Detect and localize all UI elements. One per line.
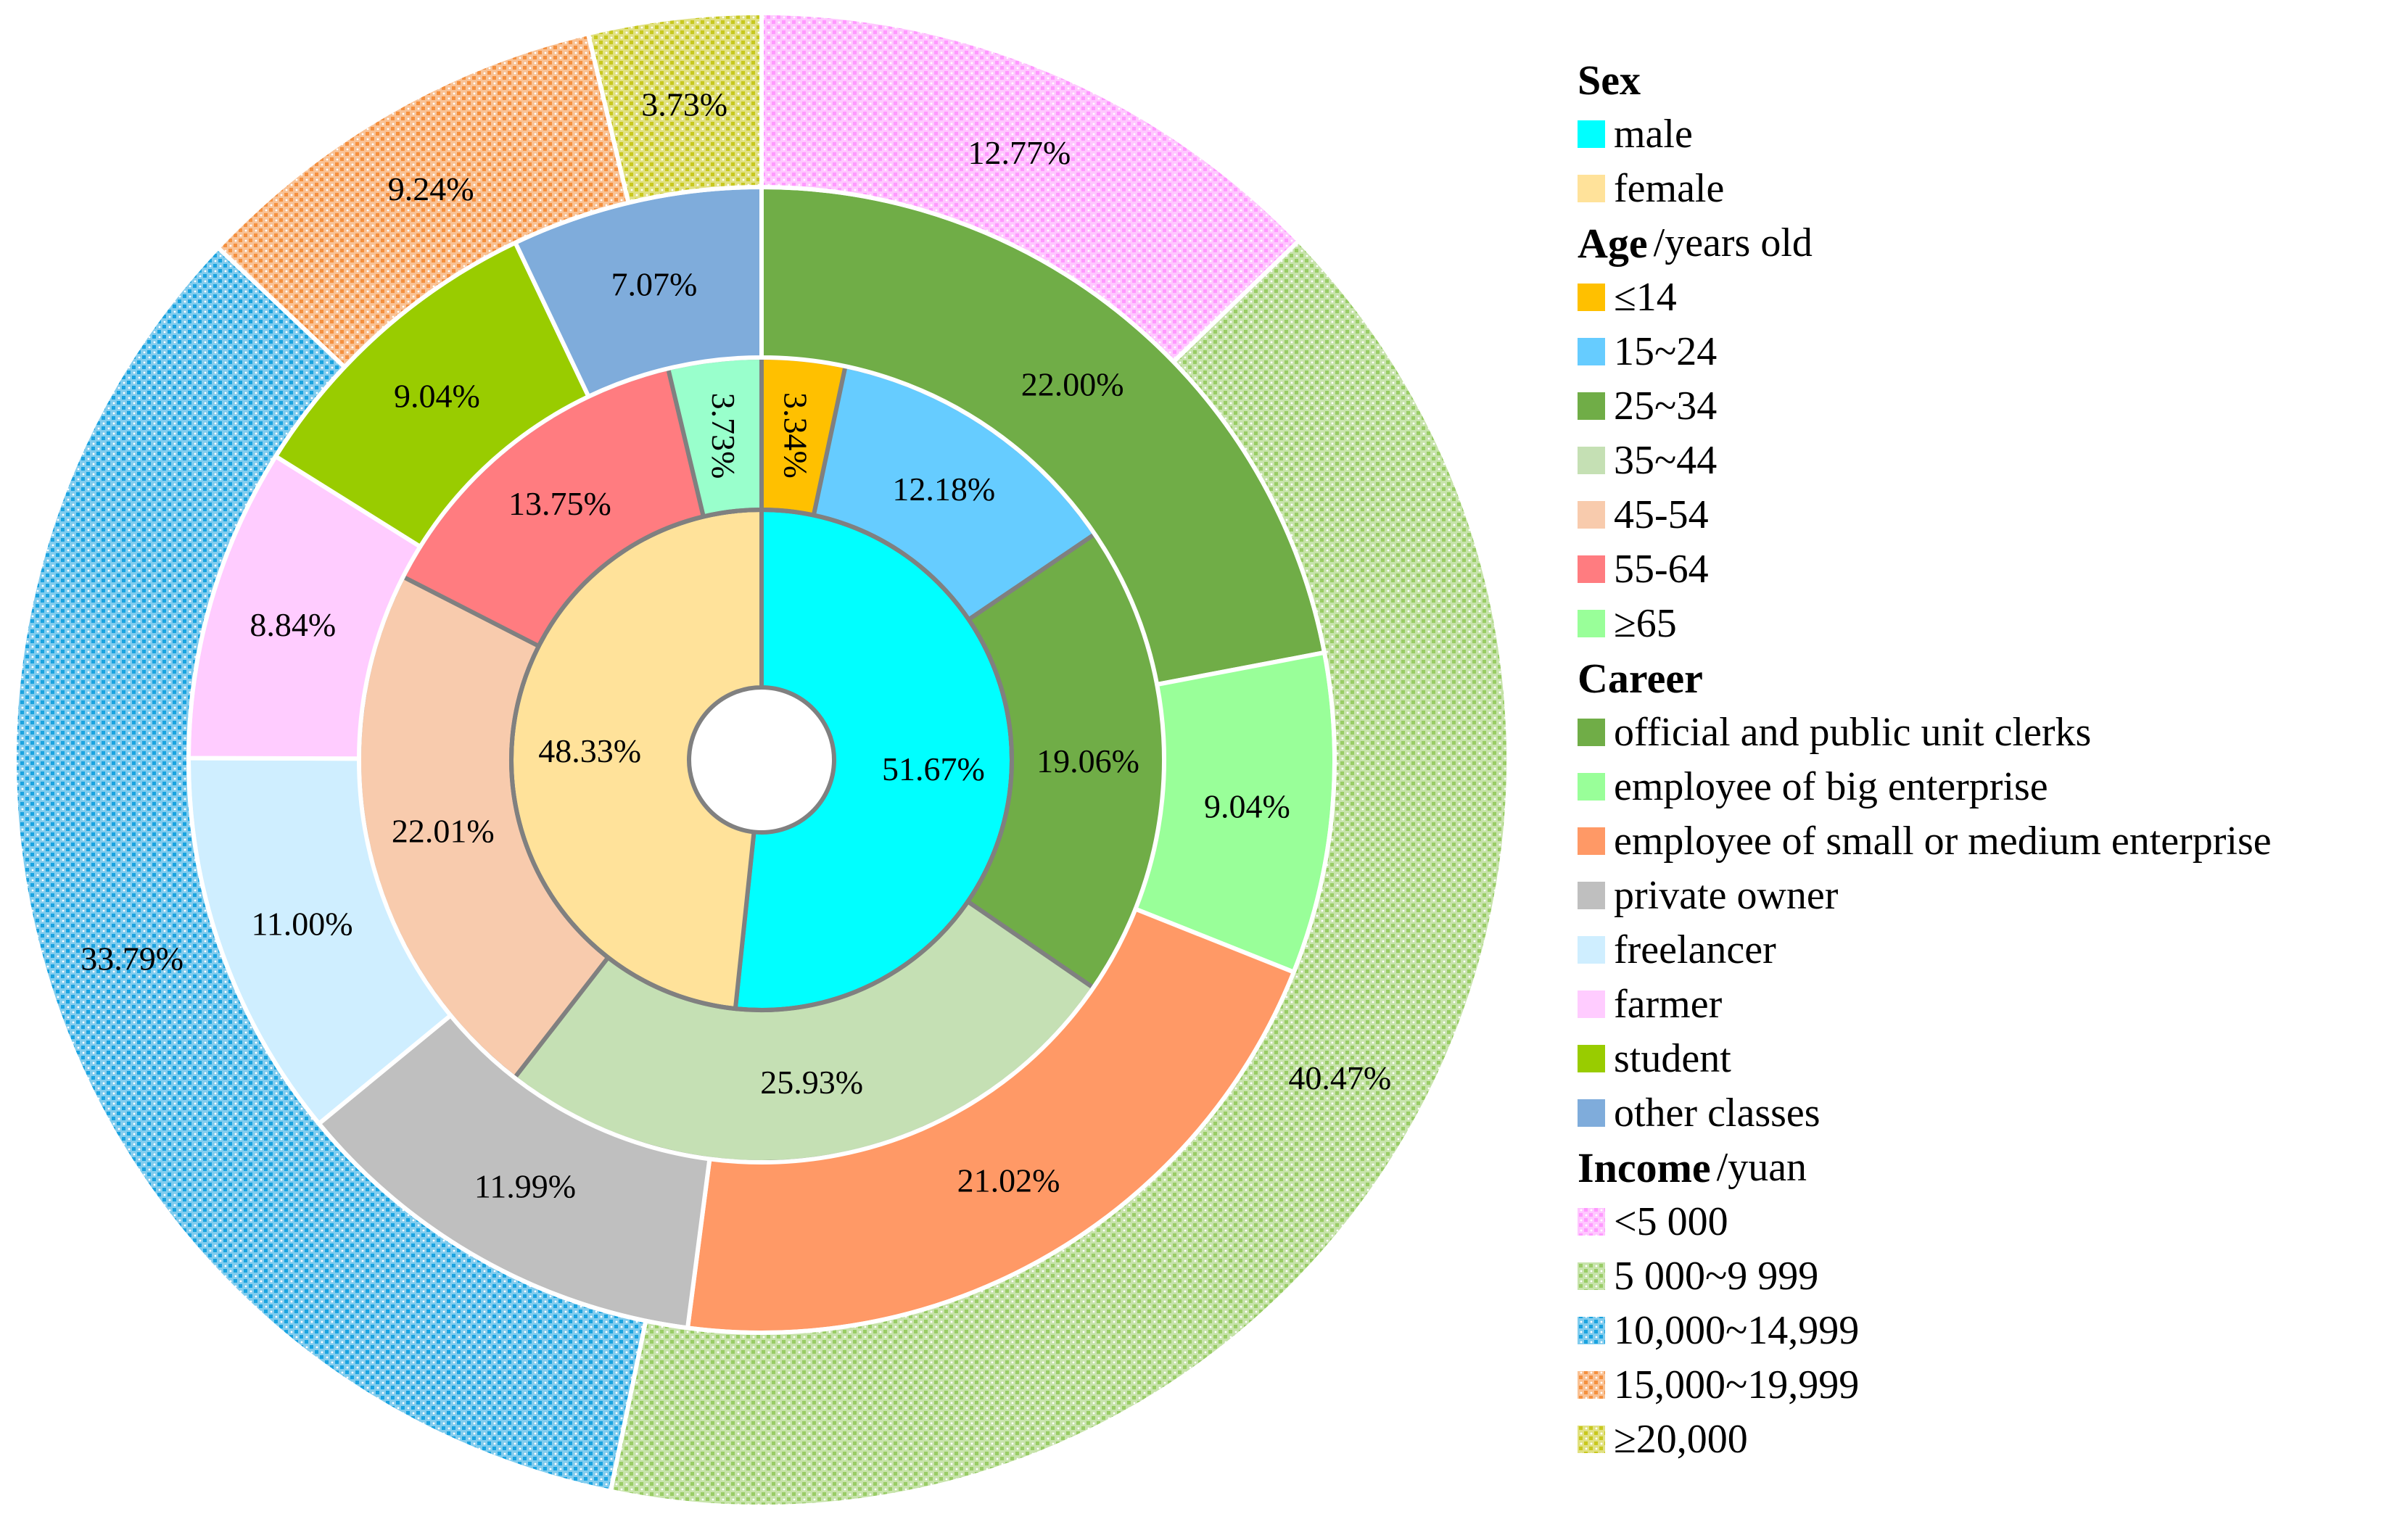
career-label-employee-of-small-or-medium-enterprise: 21.02% bbox=[957, 1162, 1060, 1199]
slice-labels: 51.67% 48.33% 3.34% 12.18% 19.06% 25.93% 22.01… bbox=[81, 86, 1391, 1205]
age-label-14: 3.34% bbox=[778, 392, 815, 479]
income-label-15-000-19-999: 9.24% bbox=[388, 170, 474, 207]
legend-swatch-employee-of-big-enterprise bbox=[1578, 773, 1605, 801]
career-label-farmer: 8.84% bbox=[250, 606, 336, 643]
legend-swatch-other-classes bbox=[1578, 1099, 1605, 1127]
legend-swatch-35-44 bbox=[1578, 447, 1605, 474]
career-label-freelancer: 11.00% bbox=[251, 905, 352, 942]
legend-label-55-64: 55-64 bbox=[1614, 547, 1709, 592]
legend: Sex male female Age/years old ≤14 15~24 25~34 3… bbox=[1578, 57, 2272, 1462]
age-label-35-44: 25.93% bbox=[760, 1064, 863, 1101]
income-label-20-000: 3.73% bbox=[641, 86, 727, 123]
legend-label-freelancer: freelancer bbox=[1614, 927, 1776, 972]
sex-label-female: 48.33% bbox=[538, 732, 641, 769]
legend-swatch-employee-of-small-or-medium-enterprise bbox=[1578, 827, 1605, 855]
legend-swatch-private-owner bbox=[1578, 882, 1605, 909]
legend-swatch-14 bbox=[1578, 284, 1605, 311]
income-label-10-000-14-999: 33.79% bbox=[81, 940, 184, 977]
legend-label-other-classes: other classes bbox=[1614, 1091, 1821, 1136]
legend-label-private-owner: private owner bbox=[1614, 873, 1839, 918]
legend-label-official-and-public-unit-clerks: official and public unit clerks bbox=[1614, 710, 2091, 755]
legend-swatch-5-000-9-999 bbox=[1578, 1262, 1605, 1290]
age-label-55-64: 13.75% bbox=[508, 485, 611, 522]
legend-swatch-20-000 bbox=[1578, 1426, 1605, 1453]
legend-label-male: male bbox=[1614, 112, 1693, 157]
legend-swatch-55-64 bbox=[1578, 555, 1605, 583]
legend-swatch-5-000 bbox=[1578, 1208, 1605, 1236]
income-label-5-000: 12.77% bbox=[968, 134, 1071, 171]
legend-swatch-15-24 bbox=[1578, 338, 1605, 365]
legend-label-5-000-9-999: 5 000~9 999 bbox=[1614, 1254, 1818, 1299]
legend-label-15-000-19-999: 15,000~19,999 bbox=[1614, 1362, 1859, 1407]
career-label-other-classes: 7.07% bbox=[611, 266, 697, 303]
legend-swatch-10-000-14-999 bbox=[1578, 1317, 1605, 1344]
legend-heading-sex: Sex bbox=[1578, 57, 1641, 104]
legend-label-10-000-14-999: 10,000~14,999 bbox=[1614, 1308, 1859, 1353]
donut-rings bbox=[12, 11, 1511, 1509]
legend-label-employee-of-small-or-medium-enterprise: employee of small or medium enterprise bbox=[1614, 819, 2272, 864]
legend-label-farmer: farmer bbox=[1614, 982, 1723, 1027]
legend-swatch-65 bbox=[1578, 610, 1605, 637]
legend-label-14: ≤14 bbox=[1614, 275, 1677, 320]
legend-swatch-25-34 bbox=[1578, 392, 1605, 420]
income-label-5-000-9-999: 40.47% bbox=[1288, 1059, 1391, 1096]
legend-label-45-54: 45-54 bbox=[1614, 492, 1709, 537]
income-slice-20-000 bbox=[585, 11, 764, 205]
legend-label-5-000: <5 000 bbox=[1614, 1199, 1728, 1244]
legend-label-student: student bbox=[1614, 1036, 1731, 1081]
legend-swatch-student bbox=[1578, 1045, 1605, 1072]
career-label-private-owner: 11.99% bbox=[474, 1168, 576, 1205]
legend-label-female: female bbox=[1614, 166, 1724, 211]
ring-border-circle bbox=[509, 508, 1014, 1012]
legend-swatch-45-54 bbox=[1578, 501, 1605, 529]
legend-label-35-44: 35~44 bbox=[1614, 438, 1717, 483]
career-label-employee-of-big-enterprise: 9.04% bbox=[1204, 788, 1290, 825]
legend-label-15-24: 15~24 bbox=[1614, 329, 1717, 374]
legend-heading-career: Career bbox=[1578, 655, 1703, 702]
career-label-student: 9.04% bbox=[394, 378, 480, 415]
legend-swatch-15-000-19-999 bbox=[1578, 1371, 1605, 1399]
age-label-15-24: 12.18% bbox=[892, 471, 995, 508]
legend-heading-age: Age/years old bbox=[1578, 220, 1813, 267]
age-label-65: 3.73% bbox=[705, 393, 742, 479]
legend-label-employee-of-big-enterprise: employee of big enterprise bbox=[1614, 764, 2048, 809]
legend-swatch-female bbox=[1578, 175, 1605, 202]
income-slice-5-000-9-999 bbox=[608, 239, 1511, 1509]
age-label-25-34: 19.06% bbox=[1036, 742, 1139, 779]
sex-label-male: 51.67% bbox=[882, 750, 985, 787]
legend-heading-income: Income/yuan bbox=[1578, 1144, 1807, 1191]
age-label-45-54: 22.01% bbox=[392, 812, 495, 849]
legend-swatch-official-and-public-unit-clerks bbox=[1578, 719, 1605, 746]
legend-label-20-000: ≥20,000 bbox=[1614, 1417, 1748, 1462]
legend-label-25-34: 25~34 bbox=[1614, 384, 1717, 429]
legend-swatch-freelancer bbox=[1578, 936, 1605, 964]
career-label-official-and-public-unit-clerks: 22.00% bbox=[1021, 365, 1124, 402]
legend-label-65: ≥65 bbox=[1614, 601, 1677, 646]
legend-swatch-farmer bbox=[1578, 990, 1605, 1018]
income-slice-10-000-14-999 bbox=[12, 245, 648, 1494]
legend-swatch-male bbox=[1578, 120, 1605, 148]
